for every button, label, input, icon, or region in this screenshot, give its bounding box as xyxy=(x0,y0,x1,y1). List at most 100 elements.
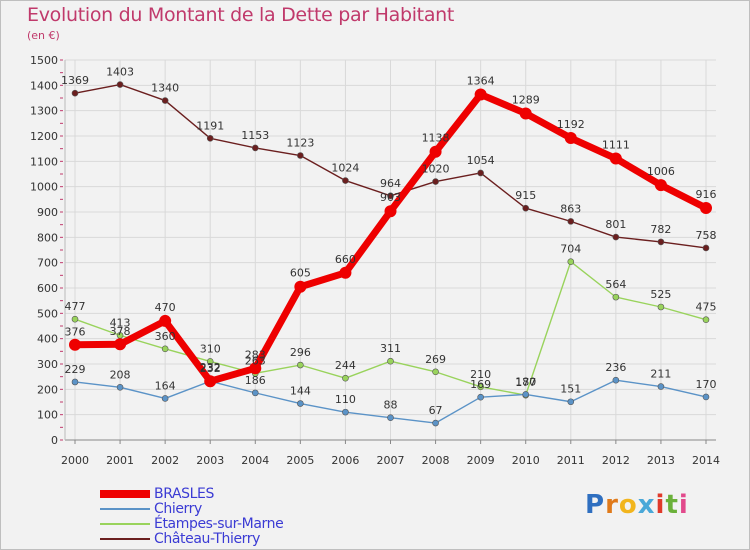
data-point xyxy=(206,134,214,142)
y-tick-label: 700 xyxy=(37,257,58,270)
data-label: 1024 xyxy=(331,162,359,175)
data-label: 1138 xyxy=(422,132,450,145)
data-point xyxy=(657,383,665,390)
logo-letter: P xyxy=(585,490,606,520)
y-tick-label: 900 xyxy=(37,206,58,219)
data-label: 210 xyxy=(470,368,491,381)
data-point xyxy=(519,107,532,120)
data-label: 88 xyxy=(384,399,398,412)
data-point xyxy=(294,280,307,293)
logo-letter: i xyxy=(678,490,689,520)
data-label: 244 xyxy=(335,359,356,372)
x-tick-label: 2013 xyxy=(647,454,675,467)
data-point xyxy=(204,375,217,388)
data-label: 477 xyxy=(65,300,86,313)
legend-swatch xyxy=(100,508,150,510)
data-point xyxy=(432,178,439,185)
proxiti-logo: Proxiti xyxy=(585,490,689,520)
data-label: 232 xyxy=(200,361,221,374)
legend-label: Chierry xyxy=(154,501,202,517)
data-label: 1153 xyxy=(241,129,269,142)
y-tick-label: 600 xyxy=(37,282,58,295)
x-tick-label: 2014 xyxy=(692,454,720,467)
data-point xyxy=(567,218,575,225)
logo-letter: r xyxy=(605,490,619,520)
data-label: 263 xyxy=(245,354,266,367)
data-label: 475 xyxy=(696,301,717,314)
data-point xyxy=(387,357,394,365)
y-tick-label: 1200 xyxy=(30,130,58,143)
data-label: 311 xyxy=(380,342,401,355)
data-label: 211 xyxy=(650,368,671,381)
data-point xyxy=(297,152,304,159)
data-point xyxy=(654,179,667,192)
data-label: 1054 xyxy=(467,154,495,167)
data-label: 376 xyxy=(65,326,86,339)
data-label: 164 xyxy=(155,379,176,392)
data-point xyxy=(251,144,259,152)
legend-swatch xyxy=(100,490,150,498)
data-label: 208 xyxy=(110,368,131,381)
x-tick-label: 2005 xyxy=(286,454,314,467)
x-tick-label: 2010 xyxy=(512,454,540,467)
x-tick-label: 2011 xyxy=(557,454,585,467)
x-tick-label: 2000 xyxy=(61,454,89,467)
data-point xyxy=(700,201,712,214)
data-label: 170 xyxy=(696,378,717,391)
data-label: 1369 xyxy=(61,74,89,87)
data-label: 232 xyxy=(200,362,221,375)
data-label: 1123 xyxy=(286,137,314,150)
data-point xyxy=(206,358,214,365)
data-point xyxy=(342,374,349,382)
data-point xyxy=(387,414,394,422)
data-label: 525 xyxy=(650,288,671,301)
data-point xyxy=(384,205,397,218)
data-label: 310 xyxy=(200,342,221,355)
data-point xyxy=(71,378,79,386)
data-label: 413 xyxy=(110,316,131,329)
data-label: 660 xyxy=(335,253,356,266)
data-label: 169 xyxy=(470,378,491,391)
data-label: 964 xyxy=(380,177,401,190)
data-label: 67 xyxy=(429,404,443,417)
data-label: 564 xyxy=(605,278,626,291)
x-tick-label: 2002 xyxy=(151,454,179,467)
x-tick-label: 2012 xyxy=(602,454,630,467)
data-point xyxy=(251,389,259,397)
data-point xyxy=(114,338,127,351)
data-point xyxy=(657,238,665,246)
data-point xyxy=(477,393,484,401)
data-point xyxy=(564,132,577,145)
data-point xyxy=(657,303,665,311)
data-point xyxy=(71,315,79,323)
x-tick-label: 2008 xyxy=(422,454,450,467)
data-point xyxy=(161,345,169,353)
logo-letter: o xyxy=(618,490,638,520)
data-label: 229 xyxy=(65,363,86,376)
y-tick-label: 1000 xyxy=(30,181,58,194)
data-label: 758 xyxy=(696,229,717,242)
data-label: 110 xyxy=(335,393,356,406)
data-point xyxy=(612,293,620,301)
data-point xyxy=(161,395,169,402)
data-label: 1192 xyxy=(557,118,585,131)
data-label: 605 xyxy=(290,267,311,280)
data-point xyxy=(522,391,530,398)
data-point xyxy=(612,376,620,384)
data-point xyxy=(297,361,304,369)
data-label: 186 xyxy=(245,374,266,387)
data-point xyxy=(702,393,710,401)
data-point xyxy=(387,192,394,200)
data-label: 1364 xyxy=(467,74,495,87)
data-label: 801 xyxy=(605,218,626,231)
data-point xyxy=(477,169,484,177)
data-label: 916 xyxy=(696,188,717,201)
data-label: 863 xyxy=(560,202,581,215)
data-label: 269 xyxy=(425,353,446,366)
data-label: 704 xyxy=(560,243,581,256)
data-point xyxy=(612,233,620,241)
y-tick-label: 1300 xyxy=(30,105,58,118)
data-label: 1403 xyxy=(106,66,134,79)
data-label: 180 xyxy=(515,375,536,388)
y-tick-label: 500 xyxy=(37,307,58,320)
